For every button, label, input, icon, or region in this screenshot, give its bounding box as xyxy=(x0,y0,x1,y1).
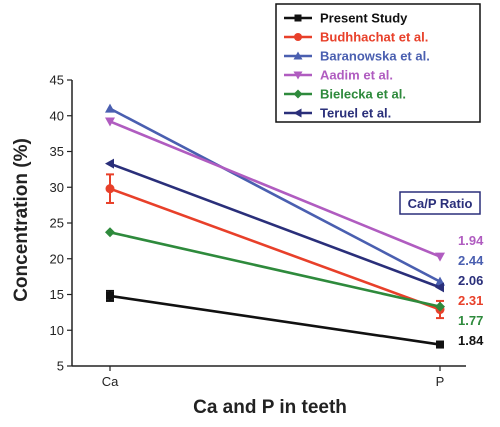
series-line xyxy=(109,162,441,289)
ratio-box: Ca/P Ratio 1.94 2.44 2.06 2.31 1.77 1.84 xyxy=(399,191,484,348)
x-axis-title: Ca and P in teeth xyxy=(193,397,347,418)
series-line xyxy=(109,294,441,346)
marker-triangle-up xyxy=(105,103,115,113)
y-tick-label: 30 xyxy=(50,180,64,195)
legend-label: Bielecka et al. xyxy=(320,87,406,102)
marker-triangle-left xyxy=(105,158,114,169)
marker-triangle-left xyxy=(293,108,302,118)
marker-circle xyxy=(105,184,115,194)
marker-triangle-left xyxy=(435,282,444,293)
series-layer xyxy=(105,103,445,349)
series-line xyxy=(109,187,441,311)
legend-label: Aadim et al. xyxy=(320,68,393,83)
legend-label: Budhhachat et al. xyxy=(320,30,428,45)
y-tick-label: 15 xyxy=(50,287,64,302)
y-tick-label: 45 xyxy=(50,73,64,88)
series-line xyxy=(109,120,441,258)
y-axis-title: Concentration (%) xyxy=(11,138,32,302)
marker-circle xyxy=(294,33,302,41)
marker-square xyxy=(106,291,114,300)
marker-square xyxy=(294,14,302,22)
ratio-value: 2.44 xyxy=(458,253,484,268)
legend: Present Study Budhhachat et al. Baranowska… xyxy=(275,3,481,123)
marker-square xyxy=(436,340,444,349)
y-tick-label: 20 xyxy=(50,251,64,266)
y-tick-label: 35 xyxy=(50,144,64,159)
axes: 5 10 15 20 25 30 35 40 45 Ca P xyxy=(50,73,466,389)
series xyxy=(105,103,445,286)
ratio-value: 2.06 xyxy=(458,273,483,288)
ratio-title-box xyxy=(399,191,481,215)
marker-triangle-down xyxy=(293,71,303,80)
ratio-value: 1.94 xyxy=(458,233,484,248)
x-tick-label: P xyxy=(436,374,445,389)
series xyxy=(105,117,445,262)
ratio-value: 1.84 xyxy=(458,333,484,348)
legend-label: Baranowska et al. xyxy=(320,49,430,64)
y-tick-label: 25 xyxy=(50,216,64,231)
marker-diamond xyxy=(105,227,115,238)
series-line xyxy=(109,107,441,283)
series-line xyxy=(109,231,441,308)
marker-triangle-down xyxy=(435,252,445,262)
ratio-title: Ca/P Ratio xyxy=(408,196,473,211)
legend-label: Present Study xyxy=(320,11,408,26)
y-tick-label: 10 xyxy=(50,323,64,338)
series xyxy=(105,227,445,312)
legend-label: Teruel et al. xyxy=(320,106,391,121)
series xyxy=(105,158,444,293)
ratio-value: 2.31 xyxy=(458,293,483,308)
y-tick-label: 40 xyxy=(50,108,64,123)
series xyxy=(106,289,444,349)
legend-box xyxy=(275,3,481,123)
marker-triangle-down xyxy=(105,117,115,127)
x-tick-label: Ca xyxy=(102,374,119,389)
ratio-value: 1.77 xyxy=(458,313,483,328)
y-tick-label: 5 xyxy=(57,359,64,374)
marker-triangle-up xyxy=(293,51,303,60)
marker-diamond xyxy=(293,89,303,99)
marker-diamond xyxy=(435,301,445,312)
